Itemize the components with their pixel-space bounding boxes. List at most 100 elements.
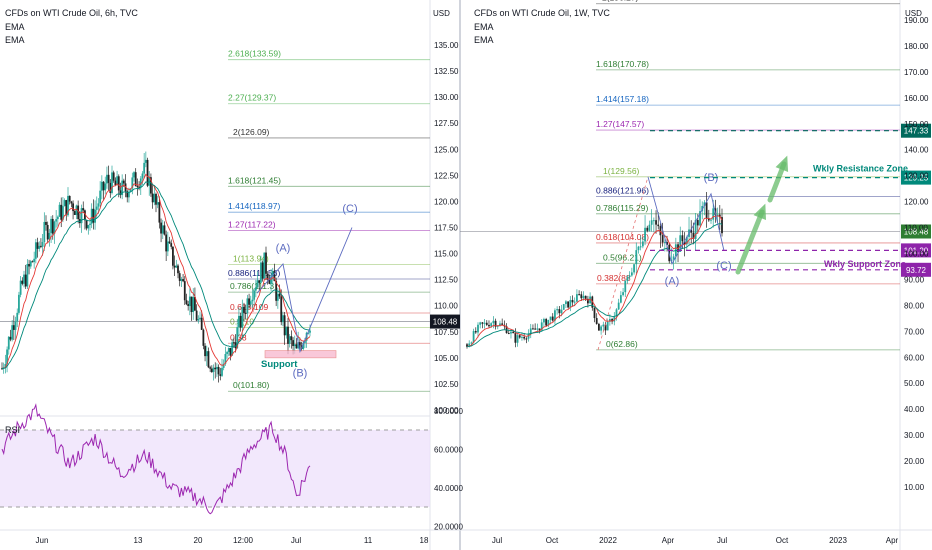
left-y-tick: 115.00 (434, 250, 458, 259)
left-currency-label: USD (433, 9, 450, 18)
right-price-tag-text: 93.72 (906, 266, 927, 275)
right-candle (562, 303, 565, 310)
left-candle (155, 192, 157, 213)
left-fib-label: 1.27(117.22) (228, 219, 276, 229)
left-candle (143, 152, 146, 178)
right-y-tick: 110.00 (904, 224, 928, 233)
right-candle (556, 306, 559, 315)
right-candle (523, 332, 526, 341)
right-y-tick: 70.00 (904, 327, 925, 336)
left-x-tick: 18 (420, 536, 429, 545)
left-y-tick: 100.00 (434, 406, 459, 415)
left-candle (9, 329, 12, 342)
right-candle (580, 291, 583, 302)
left-candle (156, 195, 159, 209)
left-candle (170, 239, 173, 250)
left-candle (256, 271, 259, 289)
left-candle (163, 221, 166, 236)
left-candle (260, 255, 262, 283)
right-candle (567, 301, 570, 309)
right-candle (615, 308, 618, 321)
left-candle (136, 178, 139, 196)
left-candle (70, 200, 73, 208)
left-candle (141, 171, 144, 186)
left-candle (234, 334, 237, 353)
left-candle (227, 347, 230, 357)
right-candle (659, 223, 662, 248)
right-candle (617, 298, 620, 310)
left-candle (102, 181, 105, 201)
right-candle (474, 327, 477, 334)
right-candle (589, 292, 592, 304)
right-candle (543, 317, 545, 328)
right-fib-label: 0(62.86) (606, 339, 638, 349)
right-fib-label: 0.786(115.29) (596, 203, 648, 213)
right-candle (703, 200, 706, 216)
left-candle (21, 277, 24, 286)
left-candle (183, 276, 186, 306)
right-candle (619, 291, 622, 304)
left-candle (282, 311, 284, 327)
left-candle (271, 267, 274, 286)
left-candle (104, 176, 107, 195)
left-candle (295, 338, 298, 349)
left-x-tick: 12:00 (233, 536, 254, 545)
right-candle (569, 296, 572, 312)
rsi-band (0, 430, 430, 507)
left-candle (243, 302, 245, 322)
left-fib-label: 0.38 (230, 332, 247, 342)
right-candle (499, 320, 501, 327)
right-y-tick: 20.00 (904, 457, 925, 466)
left-candle (229, 348, 232, 361)
right-fib-label: 0.618(104.08) (596, 232, 649, 242)
right-price-tag (901, 170, 931, 185)
left-y-tick: 135.00 (434, 41, 459, 50)
left-support-label: Support (261, 359, 298, 370)
right-x-tick: Jul (492, 536, 502, 545)
left-ema-slow (1, 181, 310, 369)
left-candle (194, 287, 196, 311)
left-candle (266, 271, 269, 285)
right-candle (690, 220, 693, 243)
left-candle (107, 165, 110, 191)
right-candle (488, 320, 490, 328)
left-candle (251, 289, 254, 308)
left-candle (85, 219, 88, 231)
left-candle (231, 338, 234, 356)
left-candle (133, 171, 135, 182)
right-candle (648, 220, 651, 232)
right-candle (628, 271, 631, 280)
left-fib-label: 1.414(118.97) (228, 201, 280, 211)
right-currency-label: USD (905, 9, 922, 18)
right-candle (477, 322, 479, 338)
left-candle (58, 202, 61, 217)
left-candle (90, 203, 93, 229)
right-candle (525, 337, 528, 344)
right-candle (593, 307, 596, 323)
left-candle (24, 264, 27, 289)
right-candle (571, 295, 574, 307)
left-candle (190, 296, 193, 321)
right-candle (595, 313, 598, 325)
right-candle (481, 322, 484, 329)
left-candle (114, 177, 117, 186)
left-fib-label: 2.618(133.59) (228, 49, 281, 59)
left-candle (221, 358, 223, 377)
right-candle (466, 343, 468, 349)
left-fib-label: 1(113.94) (233, 254, 269, 264)
left-candle (92, 199, 95, 230)
rsi-line (1, 403, 311, 515)
left-candle (199, 311, 201, 321)
left-candle (80, 204, 83, 233)
right-ema-fast (466, 215, 723, 348)
left-candle (82, 201, 85, 214)
right-y-tick: 90.00 (904, 275, 925, 284)
right-candle (554, 308, 556, 325)
right-candle (576, 289, 578, 303)
left-candle (45, 215, 47, 231)
right-wave-A: (A) (665, 276, 680, 288)
right-wave-B: (B) (704, 172, 719, 184)
left-candle (33, 251, 36, 269)
left-candle (207, 347, 210, 369)
right-wave-C: (C) (716, 260, 731, 272)
